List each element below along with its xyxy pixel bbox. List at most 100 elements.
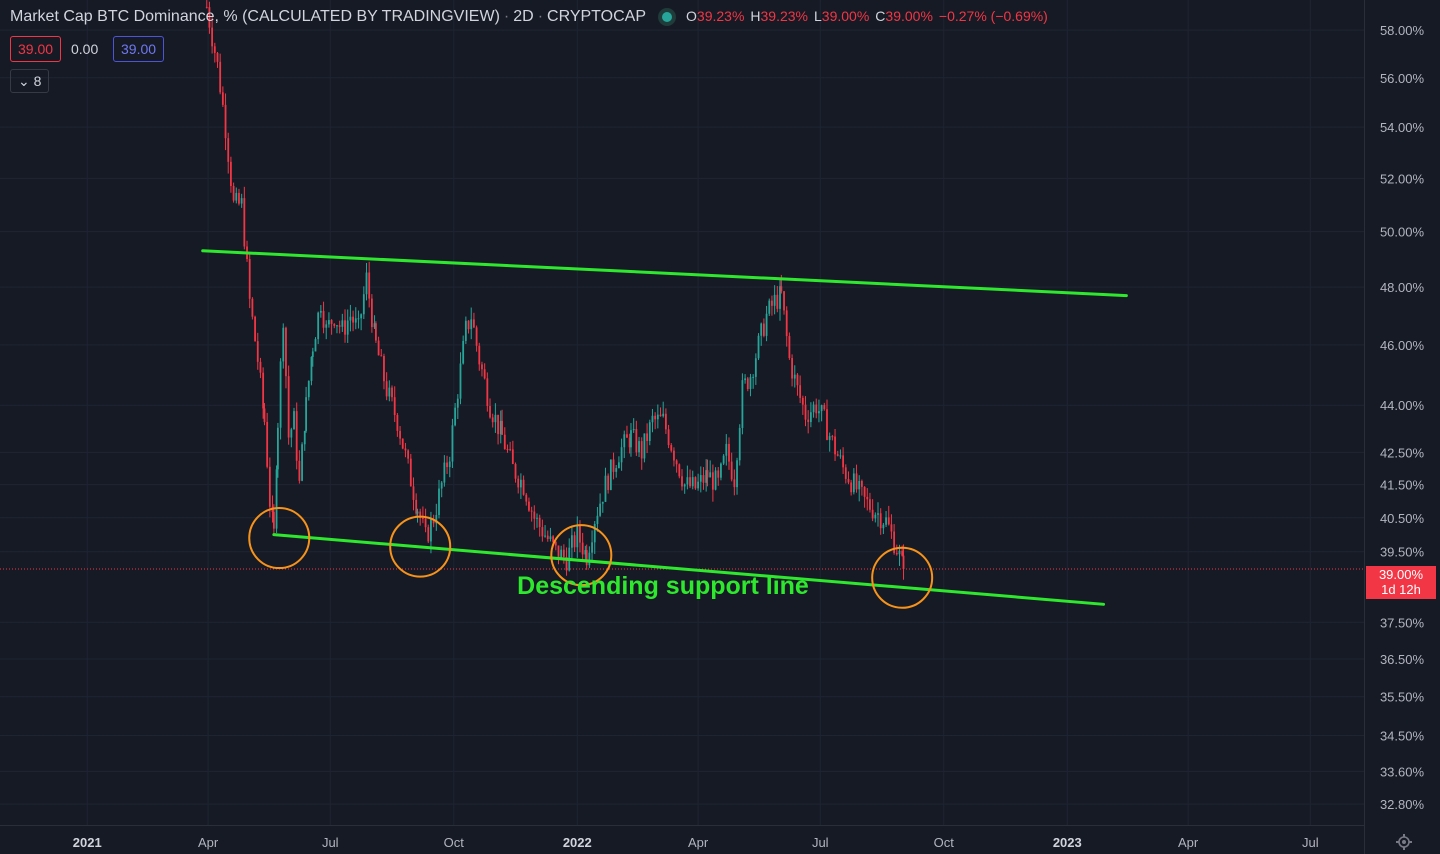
y-tick-label: 36.50% — [1380, 652, 1425, 667]
candle — [604, 467, 607, 502]
annotation-label[interactable]: Descending support line — [517, 572, 809, 600]
resistance-trendline[interactable] — [201, 249, 1128, 298]
candle — [388, 380, 391, 402]
candle — [691, 470, 694, 490]
candle — [489, 398, 491, 419]
candle — [427, 524, 430, 544]
candle — [549, 527, 552, 542]
candle — [607, 473, 610, 494]
candle — [593, 521, 596, 554]
candle — [412, 477, 415, 511]
candle — [546, 530, 549, 542]
indicators-collapse-button[interactable]: ⌄ 8 — [10, 69, 50, 93]
candle — [773, 285, 776, 315]
candle — [585, 544, 588, 570]
candle — [333, 323, 336, 329]
candle — [869, 492, 871, 513]
candle — [310, 356, 313, 386]
candle — [863, 486, 866, 508]
candle — [728, 437, 730, 470]
touch-point-circle[interactable] — [550, 524, 613, 587]
y-tick-label: 41.50% — [1380, 478, 1425, 493]
candle — [855, 464, 858, 493]
candle — [733, 469, 736, 496]
candle — [317, 311, 320, 345]
candle — [235, 187, 238, 204]
candle — [626, 425, 628, 438]
candle — [852, 468, 855, 495]
candle — [847, 471, 850, 485]
candle — [483, 363, 486, 380]
candle — [352, 310, 354, 332]
candle — [322, 301, 325, 334]
candle — [536, 513, 538, 528]
candle — [501, 409, 504, 435]
candle — [557, 545, 560, 565]
candle — [509, 441, 512, 452]
candle — [424, 508, 427, 533]
touch-point-circle[interactable] — [871, 546, 934, 609]
x-tick-label: 2023 — [1053, 835, 1082, 850]
candle — [850, 479, 853, 496]
candle — [282, 323, 285, 369]
sell-price-button[interactable]: 39.00 — [10, 36, 62, 62]
candle — [416, 508, 419, 523]
candle — [628, 433, 631, 454]
x-tick-label: Oct — [934, 835, 955, 850]
y-tick-label: 54.00% — [1380, 120, 1425, 135]
candle — [305, 386, 307, 433]
ohlc-values: O39.23% H39.23% L39.00% C39.00% −0.27% (−0.6… — [686, 8, 1048, 24]
market-status-icon[interactable] — [662, 11, 673, 22]
candle — [623, 430, 626, 459]
candle — [544, 525, 546, 538]
candle — [654, 412, 657, 430]
y-tick-label: 35.50% — [1380, 690, 1425, 705]
candle — [365, 262, 368, 301]
y-tick-label: 58.00% — [1380, 23, 1425, 38]
candle — [877, 502, 879, 527]
candle — [768, 298, 771, 317]
candle — [357, 310, 360, 329]
symbol-title[interactable]: Market Cap BTC Dominance, % (CALCULATED … — [10, 8, 500, 25]
candle — [401, 438, 404, 450]
candle — [887, 505, 890, 526]
candle — [211, 16, 214, 54]
candle — [295, 402, 298, 470]
candle — [383, 353, 385, 390]
candle — [591, 530, 593, 561]
support-trendline[interactable] — [272, 533, 1106, 606]
candle — [736, 457, 738, 495]
candle — [307, 380, 310, 401]
candle — [885, 511, 887, 528]
x-tick-label: Oct — [444, 835, 465, 850]
candle — [262, 367, 265, 419]
candle — [514, 462, 517, 483]
candle — [368, 261, 371, 308]
gear-icon[interactable] — [1396, 834, 1412, 850]
y-tick-label: 50.00% — [1380, 225, 1425, 240]
candle — [478, 342, 481, 371]
candle — [481, 361, 483, 377]
chart-header: Market Cap BTC Dominance, % (CALCULATED … — [10, 8, 1054, 26]
candle — [902, 544, 905, 580]
touch-point-circle[interactable] — [389, 515, 452, 578]
candle — [208, 1, 211, 34]
candle — [227, 132, 230, 174]
interval-label[interactable]: 2D — [513, 8, 534, 25]
candle — [659, 407, 662, 417]
candle — [451, 418, 454, 469]
candle — [643, 433, 646, 463]
candle — [823, 402, 826, 411]
touch-point-circle[interactable] — [248, 507, 311, 570]
candle — [871, 499, 874, 522]
candle — [373, 315, 376, 329]
candle — [791, 354, 793, 387]
candle — [620, 438, 623, 471]
candle — [497, 414, 499, 445]
buy-price-button[interactable]: 39.00 — [113, 36, 165, 62]
candle — [836, 450, 839, 457]
candle — [799, 375, 802, 404]
candle — [826, 399, 828, 441]
candle — [432, 514, 435, 528]
